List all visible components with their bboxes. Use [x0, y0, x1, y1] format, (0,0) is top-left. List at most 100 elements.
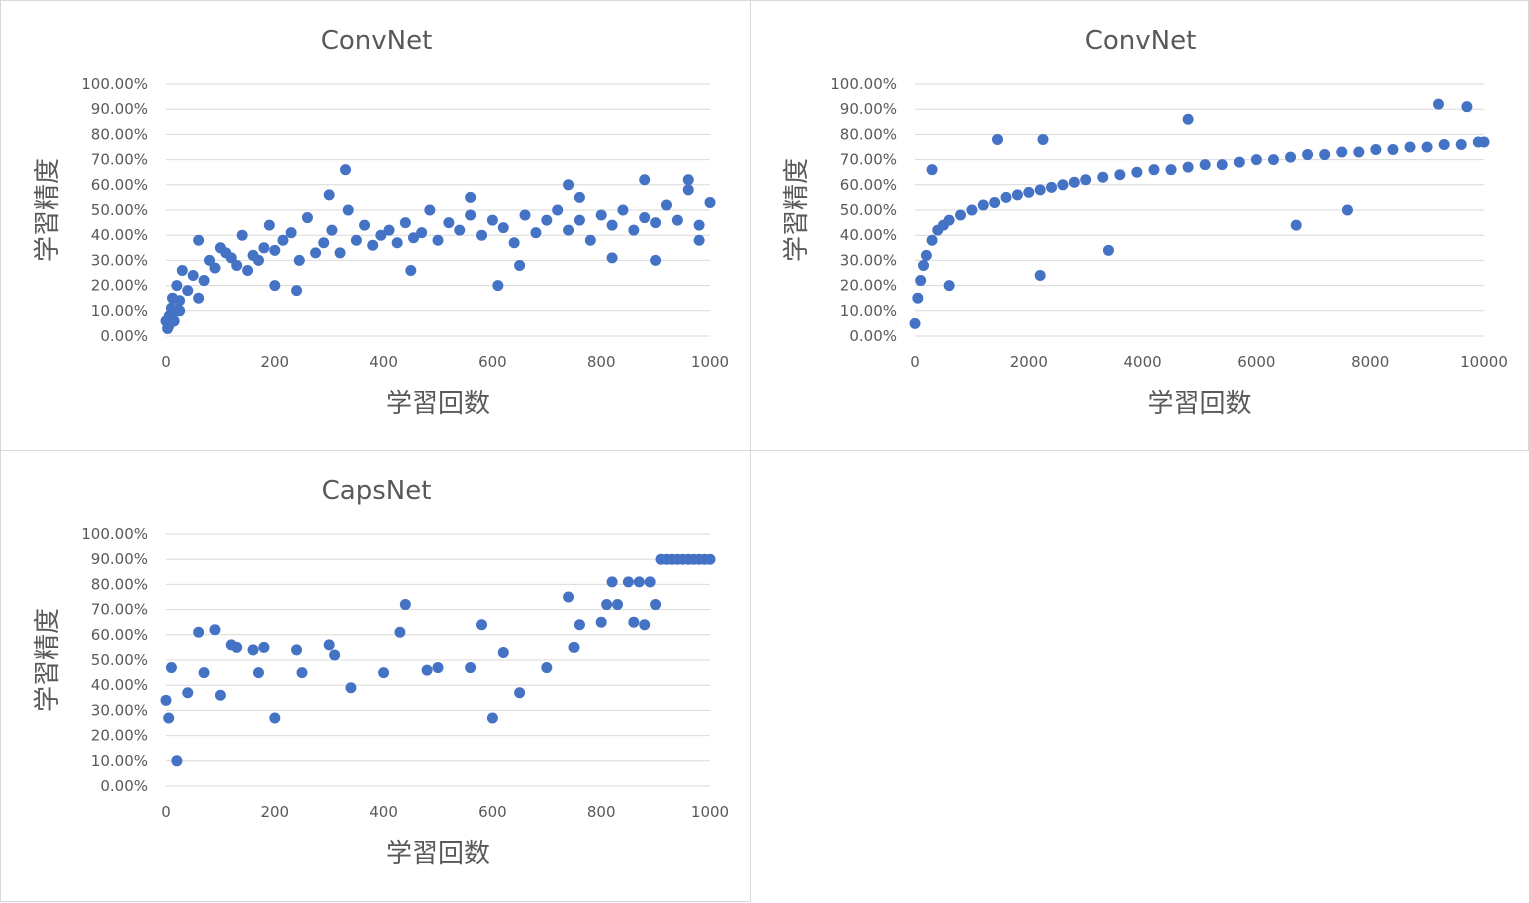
data-point — [1131, 166, 1143, 178]
data-point — [943, 280, 955, 292]
data-point — [383, 224, 395, 236]
data-point — [476, 229, 488, 241]
data-point — [291, 285, 303, 297]
data-point — [1148, 164, 1160, 176]
x-tick-label: 1000 — [691, 803, 729, 821]
y-tick-label: 80.00% — [91, 575, 148, 593]
data-point — [514, 687, 526, 699]
data-point — [693, 219, 705, 231]
data-point — [1046, 181, 1058, 193]
data-point — [1034, 270, 1046, 282]
data-point — [367, 239, 379, 251]
chart-title: ConvNet — [321, 26, 433, 56]
y-tick-label: 60.00% — [91, 176, 148, 194]
data-point — [633, 576, 645, 588]
y-tick-label: 90.00% — [840, 100, 897, 118]
data-point — [1250, 154, 1262, 166]
data-point — [399, 599, 411, 611]
data-point — [1404, 141, 1416, 153]
data-point — [568, 641, 580, 653]
y-axis-label: 学習精度 — [33, 608, 63, 712]
data-point — [650, 217, 662, 229]
data-point — [486, 214, 498, 226]
data-point — [465, 191, 477, 203]
data-point — [915, 275, 927, 287]
data-point — [595, 209, 607, 221]
data-point — [992, 133, 1004, 145]
data-point — [182, 687, 194, 699]
data-point — [912, 292, 924, 304]
data-point — [301, 212, 313, 224]
data-point — [163, 320, 175, 332]
data-point — [231, 259, 243, 271]
data-point — [465, 209, 477, 221]
data-point — [563, 224, 575, 236]
data-point — [443, 217, 455, 229]
y-tick-label: 60.00% — [91, 626, 148, 644]
data-point — [310, 247, 322, 259]
data-point — [606, 576, 618, 588]
data-point — [1182, 161, 1194, 173]
data-point — [359, 219, 371, 231]
data-point — [334, 247, 346, 259]
data-point — [1102, 244, 1114, 256]
data-point — [519, 209, 531, 221]
data-point — [671, 214, 683, 226]
data-point — [378, 667, 390, 679]
data-point — [342, 204, 354, 216]
y-tick-label: 20.00% — [91, 727, 148, 745]
y-tick-label: 30.00% — [91, 251, 148, 269]
data-point — [1034, 184, 1046, 196]
data-point — [476, 619, 488, 631]
data-point — [704, 553, 716, 565]
data-point — [277, 234, 289, 246]
data-point — [1216, 159, 1228, 171]
data-point — [508, 237, 520, 249]
x-tick-label: 10000 — [1460, 353, 1508, 371]
y-tick-label: 100.00% — [81, 75, 148, 93]
x-tick-label: 400 — [369, 353, 398, 371]
data-point — [193, 292, 205, 304]
x-tick-label: 600 — [478, 803, 507, 821]
data-point — [926, 164, 938, 176]
y-tick-label: 100.00% — [830, 75, 897, 93]
data-point — [345, 682, 357, 694]
data-point — [198, 667, 210, 679]
data-point — [1267, 154, 1279, 166]
data-point — [269, 280, 281, 292]
data-point — [391, 237, 403, 249]
data-point — [225, 252, 237, 264]
data-point — [231, 641, 243, 653]
data-point — [291, 644, 303, 656]
data-point — [1068, 176, 1080, 188]
x-tick-label: 200 — [260, 353, 289, 371]
data-point — [204, 254, 216, 266]
data-point — [977, 199, 989, 211]
data-point — [1455, 138, 1467, 150]
data-point — [454, 224, 466, 236]
y-tick-label: 40.00% — [91, 226, 148, 244]
chart-svg-convnet-1000: 0.00% 10.00% 20.00% 30.00% 40.00% 50.00% 60.00… — [33, 26, 729, 419]
data-point — [650, 254, 662, 266]
data-point — [573, 619, 585, 631]
y-tick-label: 20.00% — [91, 277, 148, 295]
data-point — [198, 275, 210, 287]
data-point — [269, 712, 281, 724]
data-point — [1302, 149, 1314, 161]
data-point — [644, 576, 656, 588]
data-point — [628, 616, 640, 628]
data-point — [492, 280, 504, 292]
data-point — [704, 196, 716, 208]
data-point — [242, 264, 254, 276]
data-point — [252, 254, 264, 266]
data-point — [617, 204, 629, 216]
data-point — [552, 204, 564, 216]
y-tick-label: 40.00% — [91, 676, 148, 694]
data-point — [432, 234, 444, 246]
data-point — [323, 189, 335, 201]
data-point — [214, 689, 226, 701]
data-point — [682, 174, 694, 186]
data-point — [541, 214, 553, 226]
data-point — [176, 264, 188, 276]
data-point — [318, 237, 330, 249]
